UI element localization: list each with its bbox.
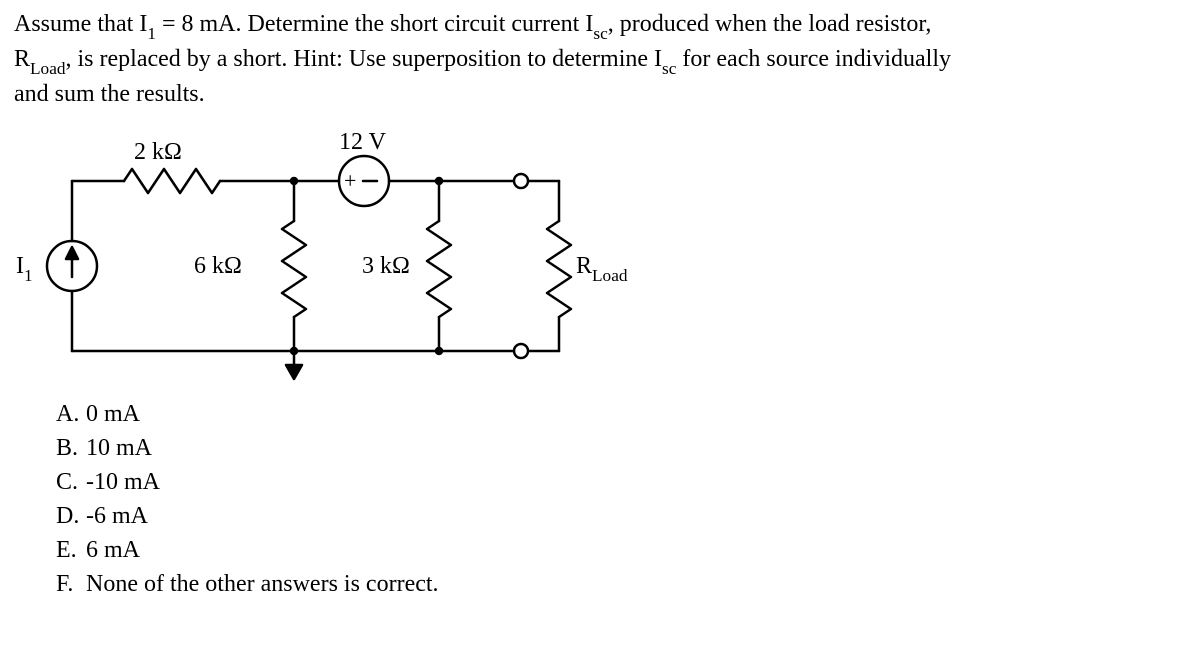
problem-statement: Assume that I1 = 8 mA. Determine the sho…: [14, 8, 1172, 111]
v-src-plus: +: [344, 168, 356, 194]
problem-l1sub1: 1: [147, 24, 156, 43]
answer-c: C.-10 mA: [56, 465, 1172, 499]
problem-l2a: R: [14, 46, 30, 72]
problem-l3: and sum the results.: [14, 81, 205, 107]
r-load-label: RLoad: [576, 253, 628, 284]
current-source-label: I1: [16, 253, 33, 284]
r-2k-label: 2 kΩ: [134, 139, 182, 166]
problem-l1c: , produced when the load resistor,: [608, 11, 932, 37]
problem-l2sub1: Load: [30, 59, 65, 78]
answer-d: D.-6 mA: [56, 499, 1172, 533]
v-src-label: 12 V: [339, 129, 386, 156]
answer-choices: A.0 mA B.10 mA C.-10 mA D.-6 mA E.6 mA F…: [56, 397, 1172, 601]
problem-l2sub2: sc: [662, 59, 676, 78]
answer-e: E.6 mA: [56, 533, 1172, 567]
answer-f: F.None of the other answers is correct.: [56, 567, 1172, 601]
circuit-svg: [14, 121, 634, 391]
answer-b: B.10 mA: [56, 431, 1172, 465]
r-3k-label: 3 kΩ: [362, 253, 410, 280]
problem-l2b: , is replaced by a short. Hint: Use supe…: [66, 46, 663, 72]
r-6k-label: 6 kΩ: [194, 253, 242, 280]
problem-l2c: for each source individually: [676, 46, 951, 72]
answer-a: A.0 mA: [56, 397, 1172, 431]
circuit-diagram: I1 2 kΩ 6 kΩ 12 V + 3 kΩ RLoad: [14, 121, 634, 391]
problem-l1a: Assume that I: [14, 11, 147, 37]
problem-l1b: = 8 mA. Determine the short circuit curr…: [156, 11, 593, 37]
problem-l1sub2: sc: [593, 24, 607, 43]
